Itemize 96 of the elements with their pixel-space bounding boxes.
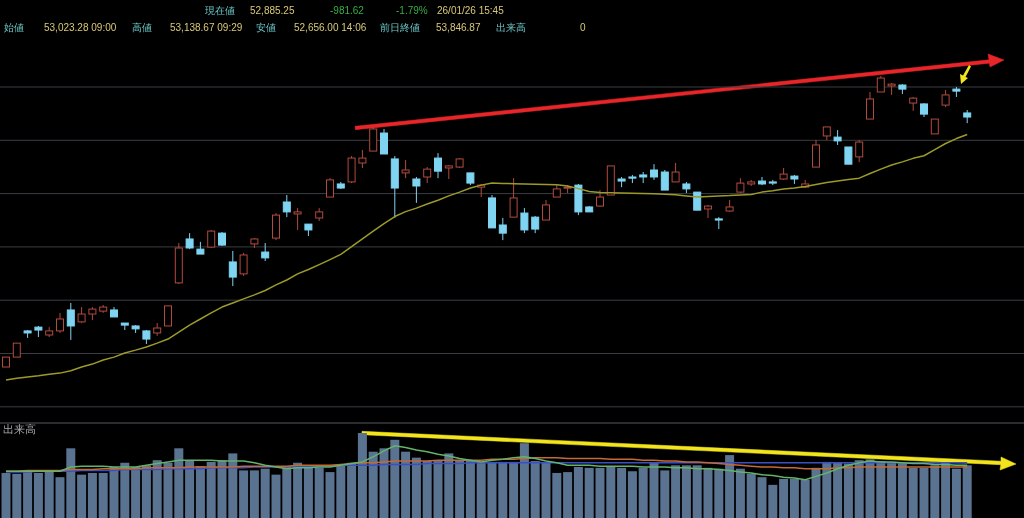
text: -981.62 bbox=[330, 5, 365, 16]
bar bbox=[962, 465, 972, 518]
text: 53,023.28 09:00 bbox=[44, 22, 117, 33]
chart-title: 出来高 bbox=[3, 423, 36, 436]
bar bbox=[239, 470, 249, 518]
bar bbox=[617, 467, 627, 518]
bar bbox=[735, 468, 745, 518]
bar bbox=[627, 471, 637, 518]
bar bbox=[249, 470, 259, 518]
bar bbox=[854, 460, 864, 518]
text: 出来高 bbox=[496, 22, 526, 33]
candlestick bbox=[56, 312, 64, 334]
candlestick bbox=[282, 194, 291, 218]
text: 0 bbox=[580, 22, 586, 33]
bar bbox=[411, 457, 421, 518]
bar bbox=[897, 462, 907, 518]
bar bbox=[152, 460, 162, 518]
candlestick bbox=[326, 177, 334, 198]
bar bbox=[573, 467, 583, 518]
text: 53,138.67 09:29 bbox=[170, 22, 243, 33]
bar bbox=[563, 472, 573, 518]
candlestick bbox=[498, 217, 507, 241]
text: 26/01/26 15:45 bbox=[437, 5, 505, 16]
candlestick bbox=[293, 207, 302, 231]
bar bbox=[671, 465, 681, 518]
bar bbox=[465, 460, 475, 518]
bar bbox=[195, 466, 205, 518]
candlestick bbox=[866, 91, 874, 120]
bar bbox=[843, 463, 853, 518]
candlestick bbox=[704, 204, 712, 219]
bar bbox=[509, 461, 519, 518]
bar bbox=[23, 470, 33, 518]
bar bbox=[455, 460, 465, 518]
text: -1.79% bbox=[396, 5, 428, 16]
text: 高値 bbox=[132, 22, 152, 33]
bar bbox=[141, 465, 151, 518]
bar bbox=[519, 443, 529, 518]
candlestick bbox=[812, 139, 820, 168]
candlestick bbox=[412, 176, 421, 204]
candlestick bbox=[261, 242, 270, 262]
bar bbox=[44, 471, 54, 518]
candlestick bbox=[358, 149, 367, 169]
bar bbox=[681, 465, 691, 518]
candlestick bbox=[380, 128, 388, 155]
text: 現在値 bbox=[205, 5, 235, 16]
text: 53,846.87 bbox=[436, 22, 481, 33]
bar bbox=[347, 462, 357, 518]
bar bbox=[314, 467, 324, 518]
bar bbox=[401, 451, 411, 518]
bar bbox=[98, 472, 108, 518]
bar bbox=[368, 451, 378, 518]
bar bbox=[530, 461, 540, 518]
bar bbox=[131, 467, 141, 518]
candlestick bbox=[542, 199, 550, 221]
bar bbox=[638, 467, 648, 518]
bar bbox=[422, 461, 432, 518]
candlestick bbox=[228, 250, 237, 287]
candlestick bbox=[369, 126, 378, 152]
text: 前日終値 bbox=[380, 22, 420, 33]
candlestick bbox=[347, 155, 356, 184]
bar bbox=[800, 479, 810, 518]
candlestick bbox=[671, 162, 680, 183]
text: 始値 bbox=[4, 22, 24, 33]
bar bbox=[887, 461, 897, 518]
candlestick bbox=[509, 177, 518, 218]
bar bbox=[951, 468, 961, 518]
bar bbox=[77, 474, 87, 518]
bar bbox=[584, 467, 594, 518]
bar bbox=[833, 462, 843, 518]
bar bbox=[476, 462, 486, 518]
candlestick bbox=[239, 252, 248, 277]
bar bbox=[87, 472, 97, 518]
bar bbox=[692, 465, 702, 518]
candlestick bbox=[164, 305, 172, 327]
bar bbox=[908, 467, 918, 518]
bar bbox=[789, 478, 799, 518]
bar bbox=[260, 468, 270, 518]
candlestick bbox=[66, 302, 75, 341]
text: 52,656.00 14:06 bbox=[294, 22, 367, 33]
candlestick bbox=[434, 152, 442, 179]
candlestick bbox=[520, 207, 529, 234]
candlestick bbox=[855, 139, 864, 163]
bar bbox=[293, 462, 303, 518]
bar bbox=[357, 433, 367, 518]
bar bbox=[746, 473, 756, 518]
text: 安値 bbox=[256, 22, 276, 33]
candlestick bbox=[660, 169, 669, 191]
text: 52,885.25 bbox=[250, 5, 295, 16]
bar bbox=[33, 472, 43, 518]
bar bbox=[185, 460, 195, 518]
candlestick bbox=[272, 212, 280, 241]
bar bbox=[725, 455, 735, 518]
bar bbox=[779, 478, 789, 518]
bar bbox=[303, 467, 313, 518]
candlestick bbox=[401, 159, 410, 179]
bar bbox=[206, 461, 216, 518]
